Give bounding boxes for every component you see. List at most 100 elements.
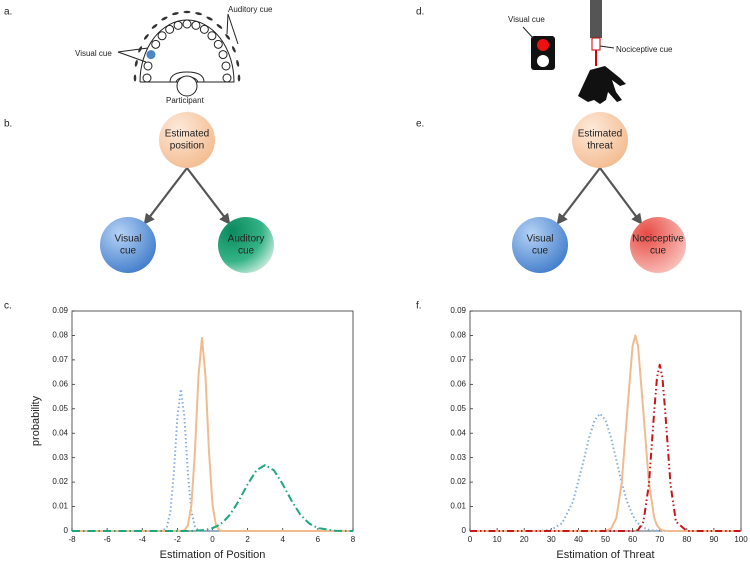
x-tick-label: 20 bbox=[520, 535, 529, 544]
node-label: Visual bbox=[114, 234, 141, 245]
speaker bbox=[146, 50, 156, 60]
y-tick-label: 0.06 bbox=[450, 379, 466, 388]
pointer bbox=[117, 51, 147, 63]
node-label: cue bbox=[650, 246, 667, 257]
light-off bbox=[537, 55, 549, 67]
speaker-leaf bbox=[236, 59, 240, 67]
y-tick-label: 0.01 bbox=[450, 502, 466, 511]
x-tick-label: 60 bbox=[628, 535, 637, 544]
y-tick-label: 0.07 bbox=[52, 355, 68, 364]
hand bbox=[578, 66, 626, 104]
x-tick-label: -6 bbox=[104, 535, 112, 544]
speaker bbox=[199, 24, 209, 34]
arrow bbox=[599, 167, 643, 225]
speaker bbox=[143, 61, 153, 71]
speaker-leaf bbox=[151, 23, 158, 29]
speaker-leaf bbox=[183, 10, 191, 14]
panel-letter: b. bbox=[4, 119, 12, 130]
node bbox=[512, 217, 568, 273]
line-series bbox=[470, 363, 741, 532]
label: Visual cue bbox=[75, 49, 112, 58]
y-tick-label: 0.03 bbox=[52, 453, 68, 462]
pointer bbox=[226, 13, 229, 35]
node-label: threat bbox=[587, 141, 613, 152]
participant-head bbox=[176, 75, 198, 97]
y-tick-label: 0.08 bbox=[450, 331, 466, 340]
x-tick-label: 70 bbox=[655, 535, 664, 544]
panel-letter: c. bbox=[4, 301, 12, 312]
node-label: Estimated bbox=[165, 129, 209, 140]
speaker-leaf bbox=[216, 23, 223, 29]
pointer bbox=[227, 13, 239, 45]
node-label: Nociceptive bbox=[632, 234, 684, 245]
speaker-leaf bbox=[195, 12, 202, 16]
x-tick-label: 50 bbox=[601, 535, 610, 544]
probe bbox=[590, 0, 602, 38]
y-axis-label: probability bbox=[30, 395, 42, 446]
x-tick-label: 6 bbox=[316, 535, 321, 544]
node-label: Visual bbox=[526, 234, 553, 245]
y-tick-label: 0.02 bbox=[52, 477, 68, 486]
arrow bbox=[556, 167, 601, 225]
traffic-light bbox=[531, 36, 555, 70]
speaker bbox=[173, 20, 183, 30]
y-tick-label: 0.05 bbox=[450, 404, 466, 413]
node-label: cue bbox=[238, 246, 255, 257]
arrow bbox=[143, 167, 188, 225]
speaker bbox=[207, 31, 217, 41]
speaker-leaf bbox=[237, 74, 241, 82]
arrow bbox=[186, 167, 231, 225]
pointer bbox=[117, 47, 149, 53]
x-tick-label: 0 bbox=[468, 535, 473, 544]
x-tick-label: 0 bbox=[210, 535, 215, 544]
speaker-leaf bbox=[206, 16, 213, 21]
node-label: cue bbox=[120, 246, 137, 257]
x-tick-label: 10 bbox=[493, 535, 502, 544]
speaker-leaf bbox=[225, 33, 231, 40]
setup-a bbox=[117, 10, 241, 97]
label: Auditory cue bbox=[228, 5, 273, 14]
node bbox=[572, 112, 628, 168]
panel-letter: e. bbox=[416, 119, 424, 130]
y-tick-label: 0.01 bbox=[52, 502, 68, 511]
speaker-leaf bbox=[172, 12, 179, 16]
speaker bbox=[165, 24, 175, 34]
y-tick-label: 0.04 bbox=[450, 428, 466, 437]
x-tick-label: 8 bbox=[351, 535, 356, 544]
x-tick-label: 80 bbox=[682, 535, 691, 544]
speaker-leaf bbox=[133, 74, 137, 82]
line-series bbox=[72, 336, 353, 532]
speaker-leaf bbox=[138, 46, 143, 53]
node bbox=[100, 217, 156, 273]
label: Visual cue bbox=[508, 15, 545, 24]
speaker bbox=[191, 20, 201, 30]
y-tick-label: 0.09 bbox=[450, 306, 466, 315]
light-red bbox=[537, 39, 549, 51]
probe-tip bbox=[591, 37, 601, 51]
speaker bbox=[151, 39, 161, 49]
y-tick-label: 0.08 bbox=[52, 331, 68, 340]
y-tick-label: 0.03 bbox=[450, 453, 466, 462]
node bbox=[159, 112, 215, 168]
x-axis-label: Estimation of Position bbox=[160, 549, 266, 561]
y-tick-label: 0.04 bbox=[52, 428, 68, 437]
setup-d bbox=[522, 0, 626, 104]
y-tick-label: 0.09 bbox=[52, 306, 68, 315]
line-series bbox=[470, 412, 741, 532]
speaker-leaf bbox=[231, 46, 236, 53]
line-series bbox=[72, 464, 354, 532]
speaker bbox=[182, 19, 192, 29]
speaker bbox=[218, 50, 228, 60]
y-tick-label: 0 bbox=[462, 526, 467, 535]
x-tick-label: 2 bbox=[245, 535, 250, 544]
speaker bbox=[222, 73, 232, 83]
x-tick-label: 100 bbox=[734, 535, 748, 544]
y-tick-label: 0 bbox=[64, 526, 69, 535]
pointer bbox=[522, 26, 534, 39]
y-tick-label: 0.06 bbox=[52, 379, 68, 388]
y-tick-label: 0.02 bbox=[450, 477, 466, 486]
label: Nociceptive cue bbox=[616, 45, 673, 54]
x-tick-label: -2 bbox=[174, 535, 182, 544]
y-tick-label: 0.07 bbox=[450, 355, 466, 364]
